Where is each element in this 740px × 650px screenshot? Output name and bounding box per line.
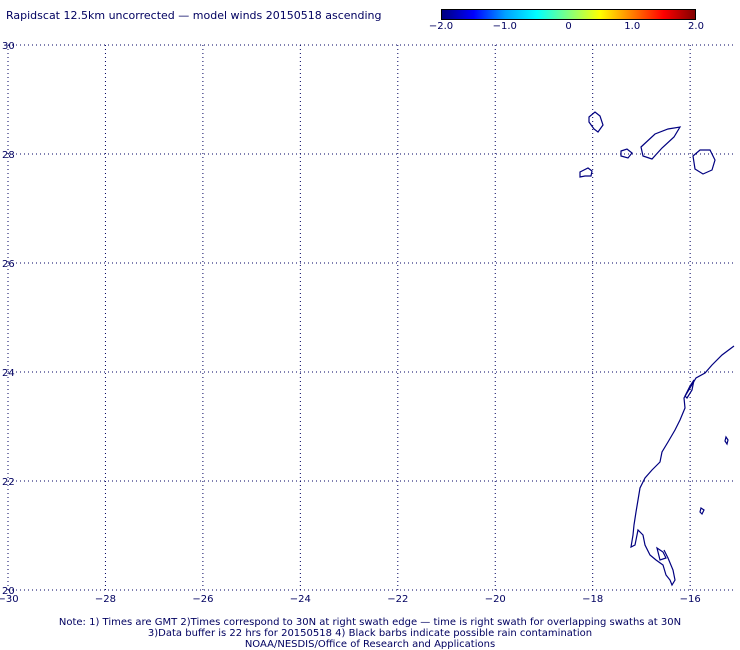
color-scale-label: 2.0 bbox=[688, 21, 704, 32]
longitude-tick-label: −28 bbox=[95, 594, 116, 605]
lat-lon-grid bbox=[7, 44, 734, 591]
tenerife-island bbox=[640, 126, 682, 160]
longitude-tick-label: −16 bbox=[680, 594, 701, 605]
color-scale-label: 1.0 bbox=[624, 21, 641, 32]
color-scale-label: −2.0 bbox=[428, 21, 454, 32]
coastline bbox=[579, 111, 735, 587]
la-gomera-island bbox=[620, 148, 633, 159]
offshore-islet bbox=[699, 507, 705, 516]
la-palma-island bbox=[588, 111, 604, 133]
el-hierro-island bbox=[579, 167, 593, 178]
map-title: Rapidscat 12.5km uncorrected — model win… bbox=[6, 9, 382, 22]
color-scale-label: 0 bbox=[565, 21, 572, 32]
color-scale-label: −1.0 bbox=[492, 21, 517, 32]
color-scale-bar bbox=[441, 9, 696, 20]
map-axes: −30 −28 −26 −24 −22 −20 −18 −16 30 28 26 24 22 20 bbox=[0, 41, 701, 605]
latitude-tick-label: 24 bbox=[2, 368, 15, 379]
latitude-tick-label: 30 bbox=[2, 41, 15, 52]
note-line-1: Note: 1) Times are GMT 2)Times correspon… bbox=[58, 617, 682, 628]
gran-canaria-island bbox=[692, 149, 716, 175]
note-line-2: 3)Data buffer is 22 hrs for 20150518 4) … bbox=[147, 628, 593, 639]
latitude-tick-label: 20 bbox=[2, 586, 15, 597]
latitude-tick-label: 28 bbox=[2, 150, 15, 161]
eastern-islet bbox=[724, 435, 729, 446]
african-coastline bbox=[630, 345, 735, 587]
latitude-tick-label: 22 bbox=[2, 477, 15, 488]
cap-blanc-bay bbox=[656, 546, 667, 561]
longitude-tick-label: −22 bbox=[387, 594, 408, 605]
note-line-3: NOAA/NESDIS/Office of Research and Appli… bbox=[244, 639, 496, 650]
longitude-tick-label: −20 bbox=[485, 594, 506, 605]
longitude-tick-label: −26 bbox=[192, 594, 213, 605]
dakhla-peninsula bbox=[684, 379, 695, 399]
latitude-tick-label: 26 bbox=[2, 259, 15, 270]
longitude-tick-label: −24 bbox=[290, 594, 311, 605]
longitude-tick-label: −18 bbox=[582, 594, 603, 605]
longitude-tick-label: −30 bbox=[0, 594, 19, 605]
